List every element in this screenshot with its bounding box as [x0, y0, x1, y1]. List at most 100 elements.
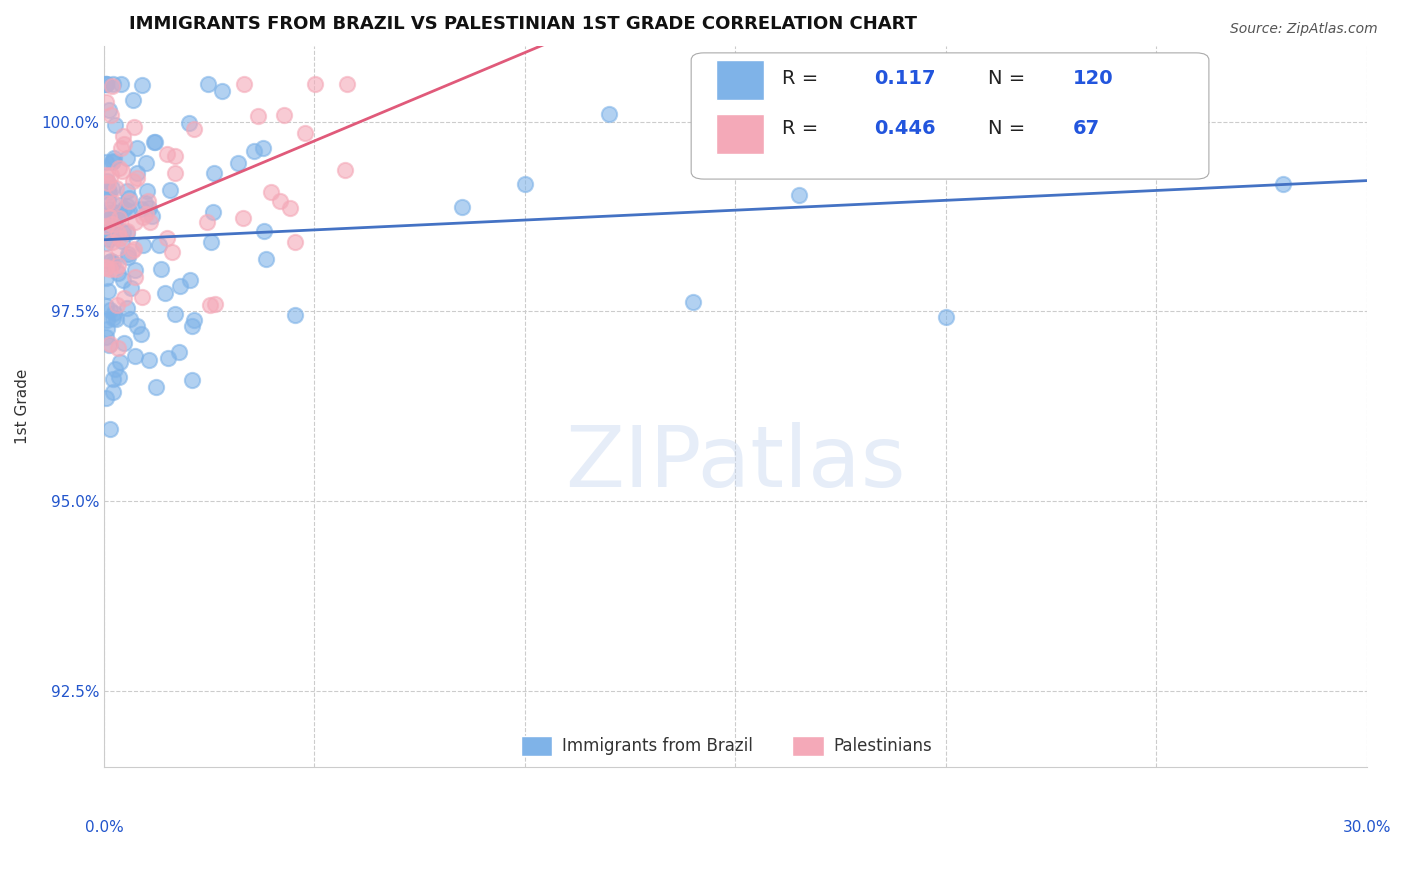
Immigrants from Brazil [115, 199, 138, 213]
Text: 0.446: 0.446 [875, 120, 936, 138]
Palestinians [260, 185, 283, 199]
Text: R =: R = [782, 120, 818, 138]
Palestinians [107, 258, 129, 272]
Immigrants from Brazil [138, 352, 160, 367]
Palestinians [333, 162, 356, 177]
Palestinians [94, 252, 117, 266]
Immigrants from Brazil [98, 338, 121, 352]
Immigrants from Brazil [98, 206, 121, 220]
Palestinians [284, 235, 307, 249]
Palestinians [304, 77, 326, 91]
Immigrants from Brazil [1271, 177, 1294, 191]
Immigrants from Brazil [111, 273, 134, 287]
Palestinians [107, 211, 129, 226]
Immigrants from Brazil [97, 193, 120, 207]
Bar [520, 736, 553, 756]
Immigrants from Brazil [141, 209, 163, 223]
Immigrants from Brazil [103, 384, 125, 399]
Palestinians [124, 120, 146, 135]
Palestinians [125, 171, 148, 186]
Immigrants from Brazil [97, 285, 120, 299]
Palestinians [124, 215, 146, 229]
Immigrants from Brazil [101, 77, 124, 91]
Immigrants from Brazil [254, 252, 277, 266]
Immigrants from Brazil [104, 118, 127, 132]
Palestinians [100, 168, 122, 182]
Palestinians [100, 108, 122, 122]
Immigrants from Brazil [111, 225, 134, 239]
Immigrants from Brazil [97, 207, 120, 221]
Text: ZIPatlas: ZIPatlas [565, 423, 905, 506]
Immigrants from Brazil [94, 77, 117, 91]
Immigrants from Brazil [131, 78, 153, 92]
Palestinians [112, 292, 135, 306]
Immigrants from Brazil [112, 336, 135, 351]
Palestinians [97, 176, 120, 190]
Immigrants from Brazil [124, 263, 146, 277]
Palestinians [115, 224, 138, 238]
Bar [792, 736, 824, 756]
Immigrants from Brazil [94, 223, 117, 237]
Immigrants from Brazil [125, 318, 148, 333]
Palestinians [96, 196, 118, 211]
Palestinians [112, 129, 135, 144]
Palestinians [124, 270, 146, 285]
Immigrants from Brazil [177, 116, 200, 130]
Immigrants from Brazil [104, 311, 127, 326]
Immigrants from Brazil [226, 156, 249, 170]
Immigrants from Brazil [115, 301, 138, 315]
Immigrants from Brazil [98, 302, 121, 317]
Text: R =: R = [782, 69, 818, 87]
Immigrants from Brazil [1019, 158, 1042, 172]
Immigrants from Brazil [124, 349, 146, 363]
Immigrants from Brazil [183, 313, 205, 327]
Immigrants from Brazil [94, 235, 117, 250]
Immigrants from Brazil [122, 93, 145, 107]
Palestinians [110, 231, 132, 245]
Text: 120: 120 [1073, 69, 1114, 87]
Palestinians [156, 146, 179, 161]
Text: 0.0%: 0.0% [84, 820, 124, 835]
Immigrants from Brazil [513, 177, 536, 191]
Text: IMMIGRANTS FROM BRAZIL VS PALESTINIAN 1ST GRADE CORRELATION CHART: IMMIGRANTS FROM BRAZIL VS PALESTINIAN 1S… [129, 15, 917, 33]
Immigrants from Brazil [96, 174, 118, 188]
Immigrants from Brazil [96, 210, 118, 224]
Immigrants from Brazil [787, 188, 810, 202]
Immigrants from Brazil [145, 379, 167, 393]
Immigrants from Brazil [134, 196, 156, 211]
Palestinians [117, 194, 139, 208]
Palestinians [104, 180, 127, 194]
Immigrants from Brazil [157, 351, 180, 366]
Immigrants from Brazil [135, 156, 157, 170]
Palestinians [162, 244, 184, 259]
Immigrants from Brazil [110, 77, 132, 91]
Text: Immigrants from Brazil: Immigrants from Brazil [562, 737, 754, 755]
Immigrants from Brazil [115, 151, 138, 165]
Palestinians [247, 109, 270, 123]
Palestinians [101, 78, 124, 93]
Palestinians [132, 211, 155, 225]
Palestinians [294, 126, 316, 140]
Immigrants from Brazil [167, 344, 190, 359]
Immigrants from Brazil [200, 235, 222, 249]
Immigrants from Brazil [253, 224, 276, 238]
Immigrants from Brazil [101, 311, 124, 326]
Text: N =: N = [988, 120, 1025, 138]
Palestinians [155, 231, 177, 245]
Immigrants from Brazil [103, 256, 125, 270]
Immigrants from Brazil [138, 201, 160, 215]
Immigrants from Brazil [97, 181, 120, 195]
Immigrants from Brazil [169, 278, 191, 293]
Immigrants from Brazil [101, 372, 124, 386]
Palestinians [163, 149, 186, 163]
Palestinians [163, 166, 186, 180]
Palestinians [107, 161, 129, 176]
Bar [717, 60, 765, 100]
Immigrants from Brazil [117, 251, 139, 265]
Immigrants from Brazil [125, 166, 148, 180]
Immigrants from Brazil [103, 213, 125, 227]
Palestinians [122, 243, 145, 257]
Palestinians [100, 262, 122, 277]
Immigrants from Brazil [159, 183, 181, 197]
Palestinians [111, 164, 134, 178]
